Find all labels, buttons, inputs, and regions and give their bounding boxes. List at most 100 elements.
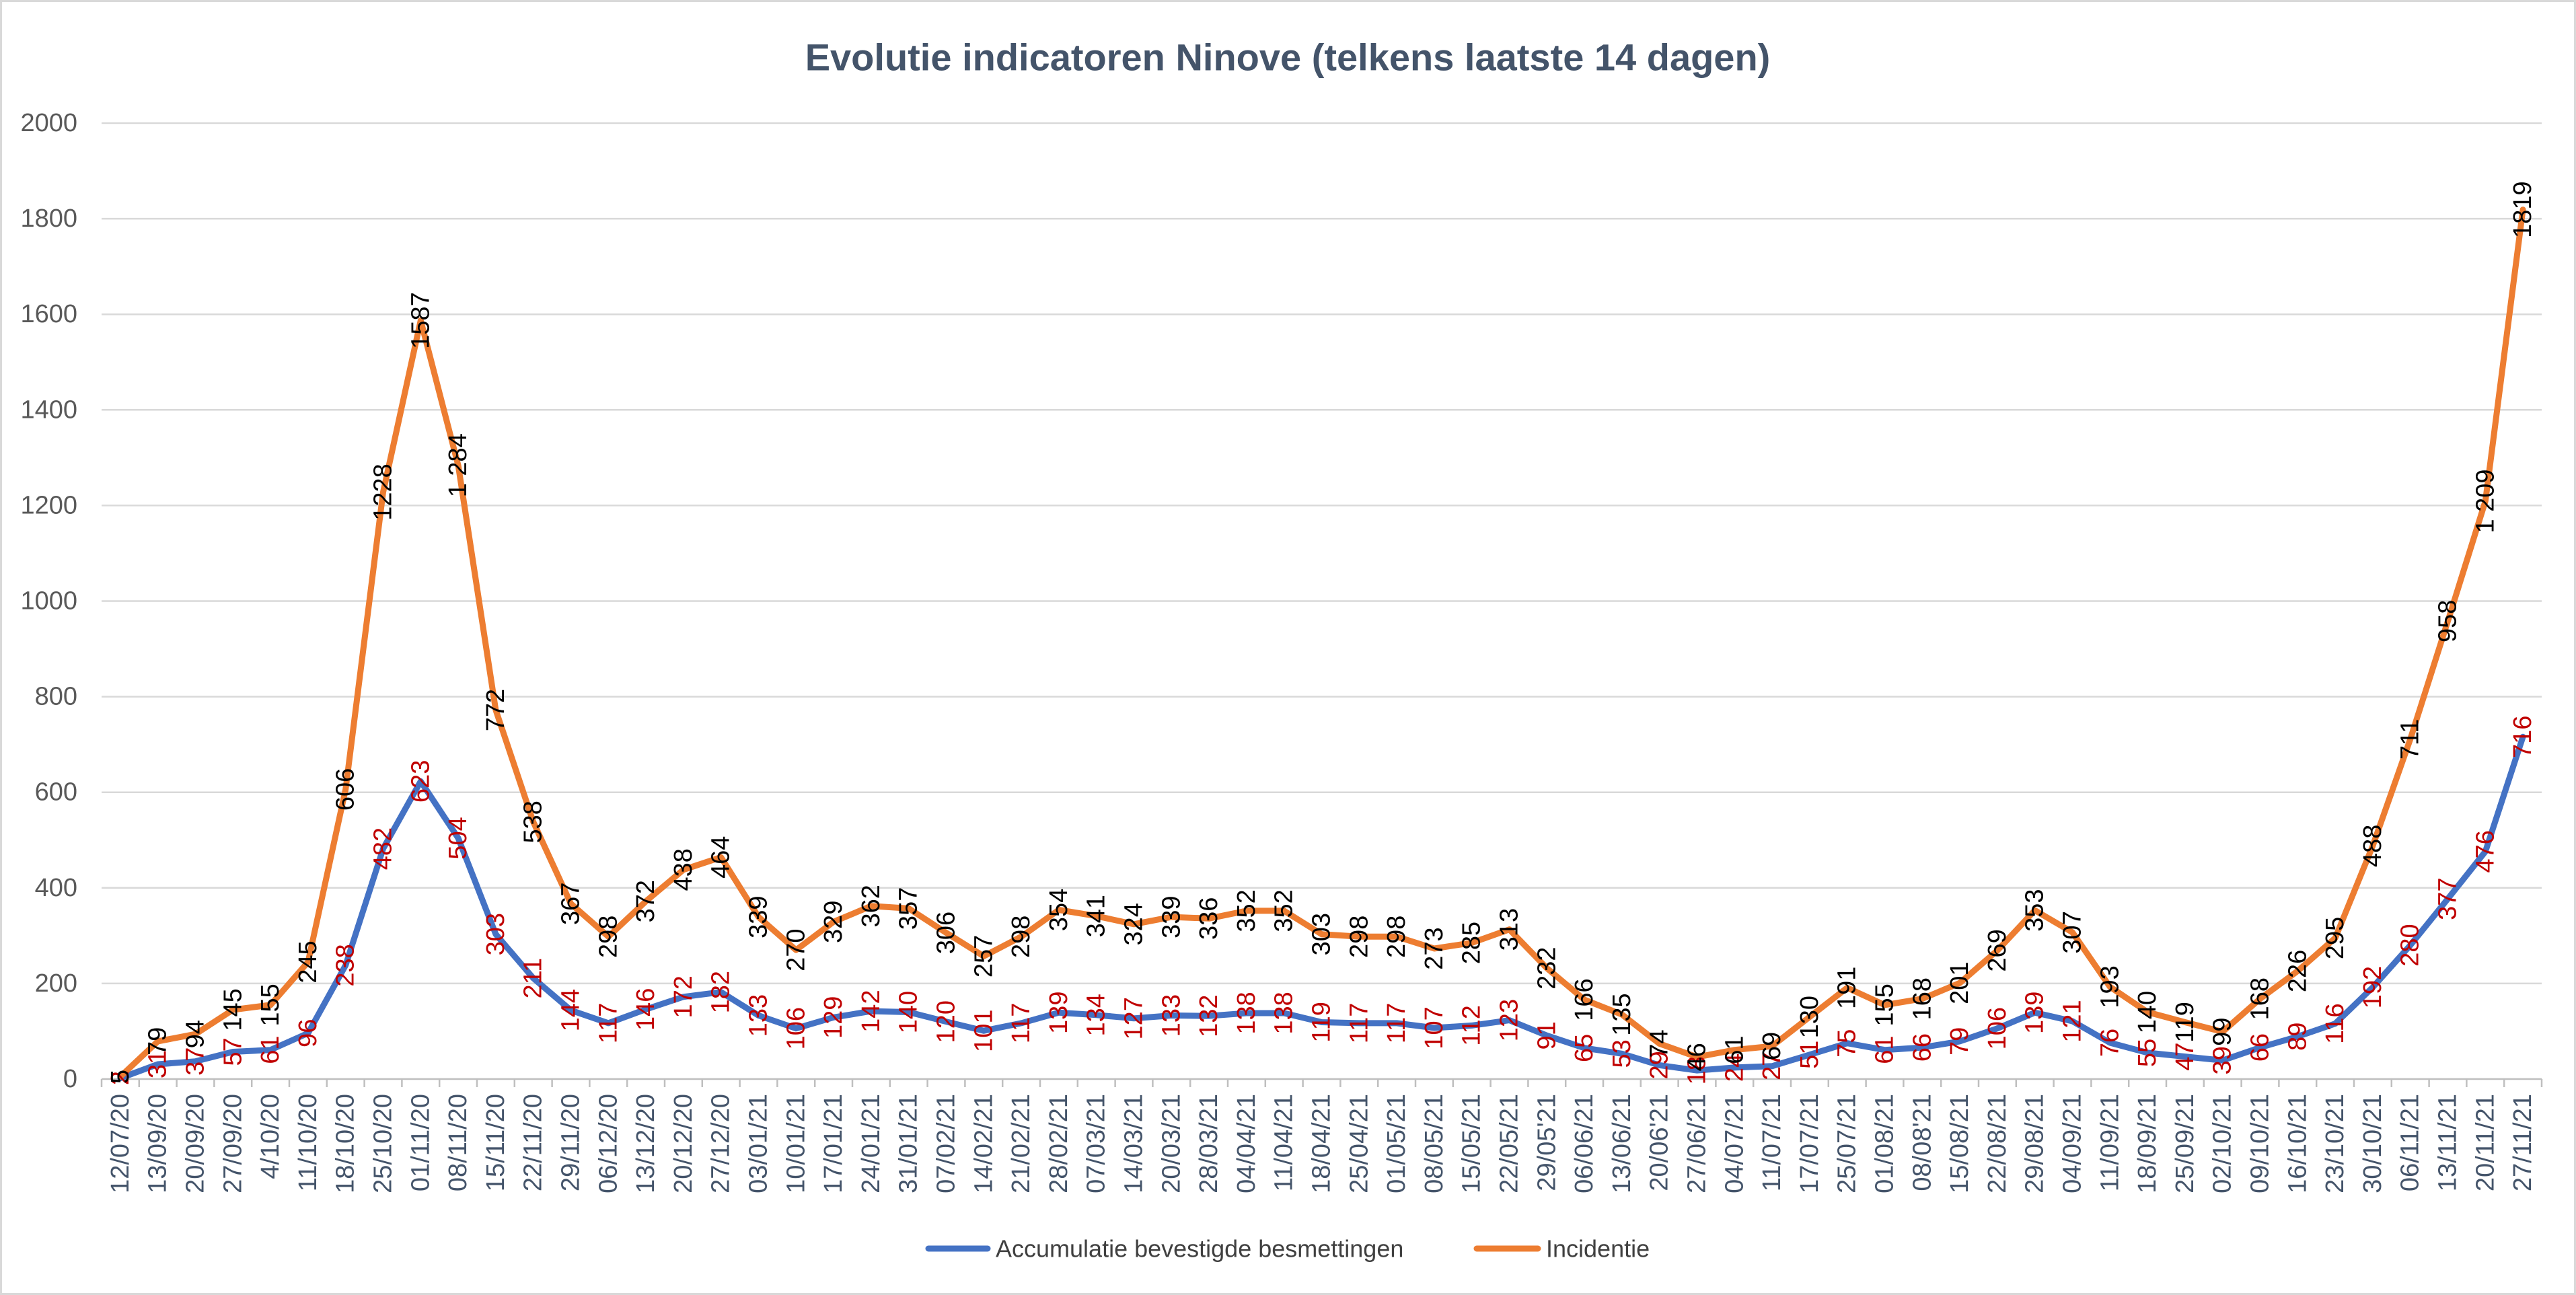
data-label: 106 (1983, 1007, 2012, 1049)
x-tick-label: 03/01/21 (745, 1094, 773, 1193)
data-label: 245 (294, 940, 322, 983)
data-label: 182 (707, 971, 735, 1013)
data-label: 139 (1045, 992, 1073, 1034)
data-label: 211 (519, 958, 548, 999)
data-label: 61 (1720, 1036, 1749, 1064)
data-label: 377 (2434, 877, 2462, 920)
data-label: 61 (256, 1036, 285, 1064)
data-label: 298 (1345, 916, 1373, 958)
x-tick-label: 27/09/20 (219, 1094, 247, 1193)
x-tick-label: 18/04/21 (1308, 1094, 1336, 1193)
x-tick-label: 09/10/21 (2246, 1094, 2275, 1193)
data-label: 116 (2321, 1003, 2349, 1044)
x-tick-label: 13/09/20 (144, 1094, 172, 1193)
data-label: 133 (1157, 994, 1185, 1037)
y-tick-label: 1400 (20, 396, 77, 424)
data-label: 464 (707, 836, 735, 879)
x-tick-label: 06/11/21 (2396, 1094, 2425, 1191)
x-tick-label: 13/06/21 (1608, 1094, 1636, 1193)
data-label: 295 (2321, 917, 2349, 959)
data-label: 127 (1120, 997, 1148, 1039)
y-tick-label: 1200 (20, 491, 77, 519)
data-label: 65 (1570, 1034, 1598, 1062)
legend-item-incidentie: Incidentie (1473, 1235, 1650, 1263)
data-label: 336 (1195, 897, 1223, 940)
data-label: 716 (2509, 716, 2537, 758)
data-label: 53 (1608, 1039, 1636, 1068)
data-label: 29 (1646, 1051, 1674, 1079)
data-label: 117 (1383, 1003, 1411, 1044)
data-label: 76 (2096, 1029, 2124, 1057)
x-tick-label: 08/05/21 (1420, 1094, 1448, 1193)
data-label: 121 (2059, 1000, 2087, 1042)
x-tick-label: 20/12/20 (669, 1094, 698, 1193)
data-label: 79 (144, 1027, 172, 1056)
x-tick-label: 25/07/21 (1833, 1094, 1862, 1193)
x-tick-label: 11/07/21 (1758, 1094, 1786, 1191)
data-label: 145 (219, 988, 247, 1031)
x-tick-label: 20/11/21 (2471, 1094, 2499, 1191)
x-tick-label: 07/03/21 (1082, 1094, 1111, 1193)
x-tick-label: 22/11/20 (519, 1094, 548, 1191)
x-tick-label: 27/11/21 (2509, 1094, 2537, 1191)
x-tick-label: 27/12/20 (707, 1094, 735, 1193)
x-tick-label: 20/06'21 (1646, 1094, 1674, 1191)
x-tick-label: 04/04/21 (1232, 1094, 1261, 1193)
x-tick-label: 22/05/21 (1496, 1094, 1524, 1193)
data-label: 5 (106, 1070, 135, 1084)
data-label: 341 (1082, 895, 1111, 937)
chart-title: Evolutie indicatoren Ninove (telkens laa… (805, 36, 1771, 79)
data-label: 324 (1120, 903, 1148, 945)
y-tick-label: 600 (35, 778, 77, 807)
data-label: 168 (2246, 977, 2275, 1020)
data-label: 339 (745, 895, 773, 938)
data-label: 138 (1232, 992, 1261, 1034)
data-label: 1 284 (444, 433, 472, 497)
data-label: 142 (857, 990, 885, 1032)
data-label: 112 (1458, 1005, 1486, 1046)
data-label: 191 (1833, 967, 1862, 1009)
x-axis: 12/07/20 13/09/20 20/09/20 27/09/20 4/10/20 1… (100, 1078, 2543, 1193)
data-label: 134 (1082, 994, 1111, 1036)
data-label: 298 (1007, 916, 1035, 958)
data-label: 772 (482, 689, 510, 731)
legend-item-accumulatie: Accumulatie bevestigde besmettingen (925, 1235, 1403, 1263)
data-label: 606 (332, 768, 360, 811)
y-tick-label: 1800 (20, 205, 77, 233)
data-label: 133 (745, 994, 773, 1037)
data-label: 339 (1157, 895, 1185, 938)
x-tick-label: 12/07/20 (106, 1094, 135, 1193)
x-tick-label: 08/11/20 (444, 1094, 472, 1191)
y-axis: 0 200 400 600 800 1000 1200 1400 1600 1800 2000 (20, 109, 2542, 1093)
x-tick-label: 20/09/20 (182, 1094, 210, 1193)
x-tick-label: 25/10/20 (369, 1094, 398, 1193)
data-label: 75 (1833, 1029, 1862, 1058)
data-label: 303 (1308, 913, 1336, 955)
data-label: 24 (1720, 1053, 1749, 1082)
y-tick-label: 800 (35, 683, 77, 711)
data-label: 226 (2283, 950, 2312, 992)
x-tick-label: 18/09/21 (2133, 1094, 2162, 1193)
data-label: 352 (1232, 889, 1261, 932)
x-tick-label: 04/07/21 (1720, 1094, 1749, 1193)
x-tick-label: 20/03/21 (1157, 1094, 1185, 1193)
y-tick-label: 0 (63, 1065, 77, 1093)
data-label: 357 (895, 887, 923, 930)
x-tick-label: 21/02/21 (1007, 1094, 1035, 1193)
x-tick-label: 07/02/21 (932, 1094, 961, 1193)
data-label: 476 (2471, 830, 2499, 873)
x-tick-label: 28/02/21 (1045, 1094, 1073, 1193)
data-label: 623 (406, 760, 435, 803)
x-tick-label: 11/04/21 (1270, 1094, 1298, 1191)
y-tick-label: 200 (35, 969, 77, 998)
data-label: 280 (2396, 924, 2425, 966)
data-label: 18 (1683, 1056, 1712, 1084)
y-tick-label: 2000 (20, 109, 77, 137)
data-label: 61 (1871, 1036, 1899, 1064)
data-label: 155 (256, 984, 285, 1026)
data-label: 269 (1983, 929, 2012, 971)
data-label: 69 (1758, 1032, 1786, 1060)
x-tick-label: 23/10/21 (2321, 1094, 2349, 1193)
